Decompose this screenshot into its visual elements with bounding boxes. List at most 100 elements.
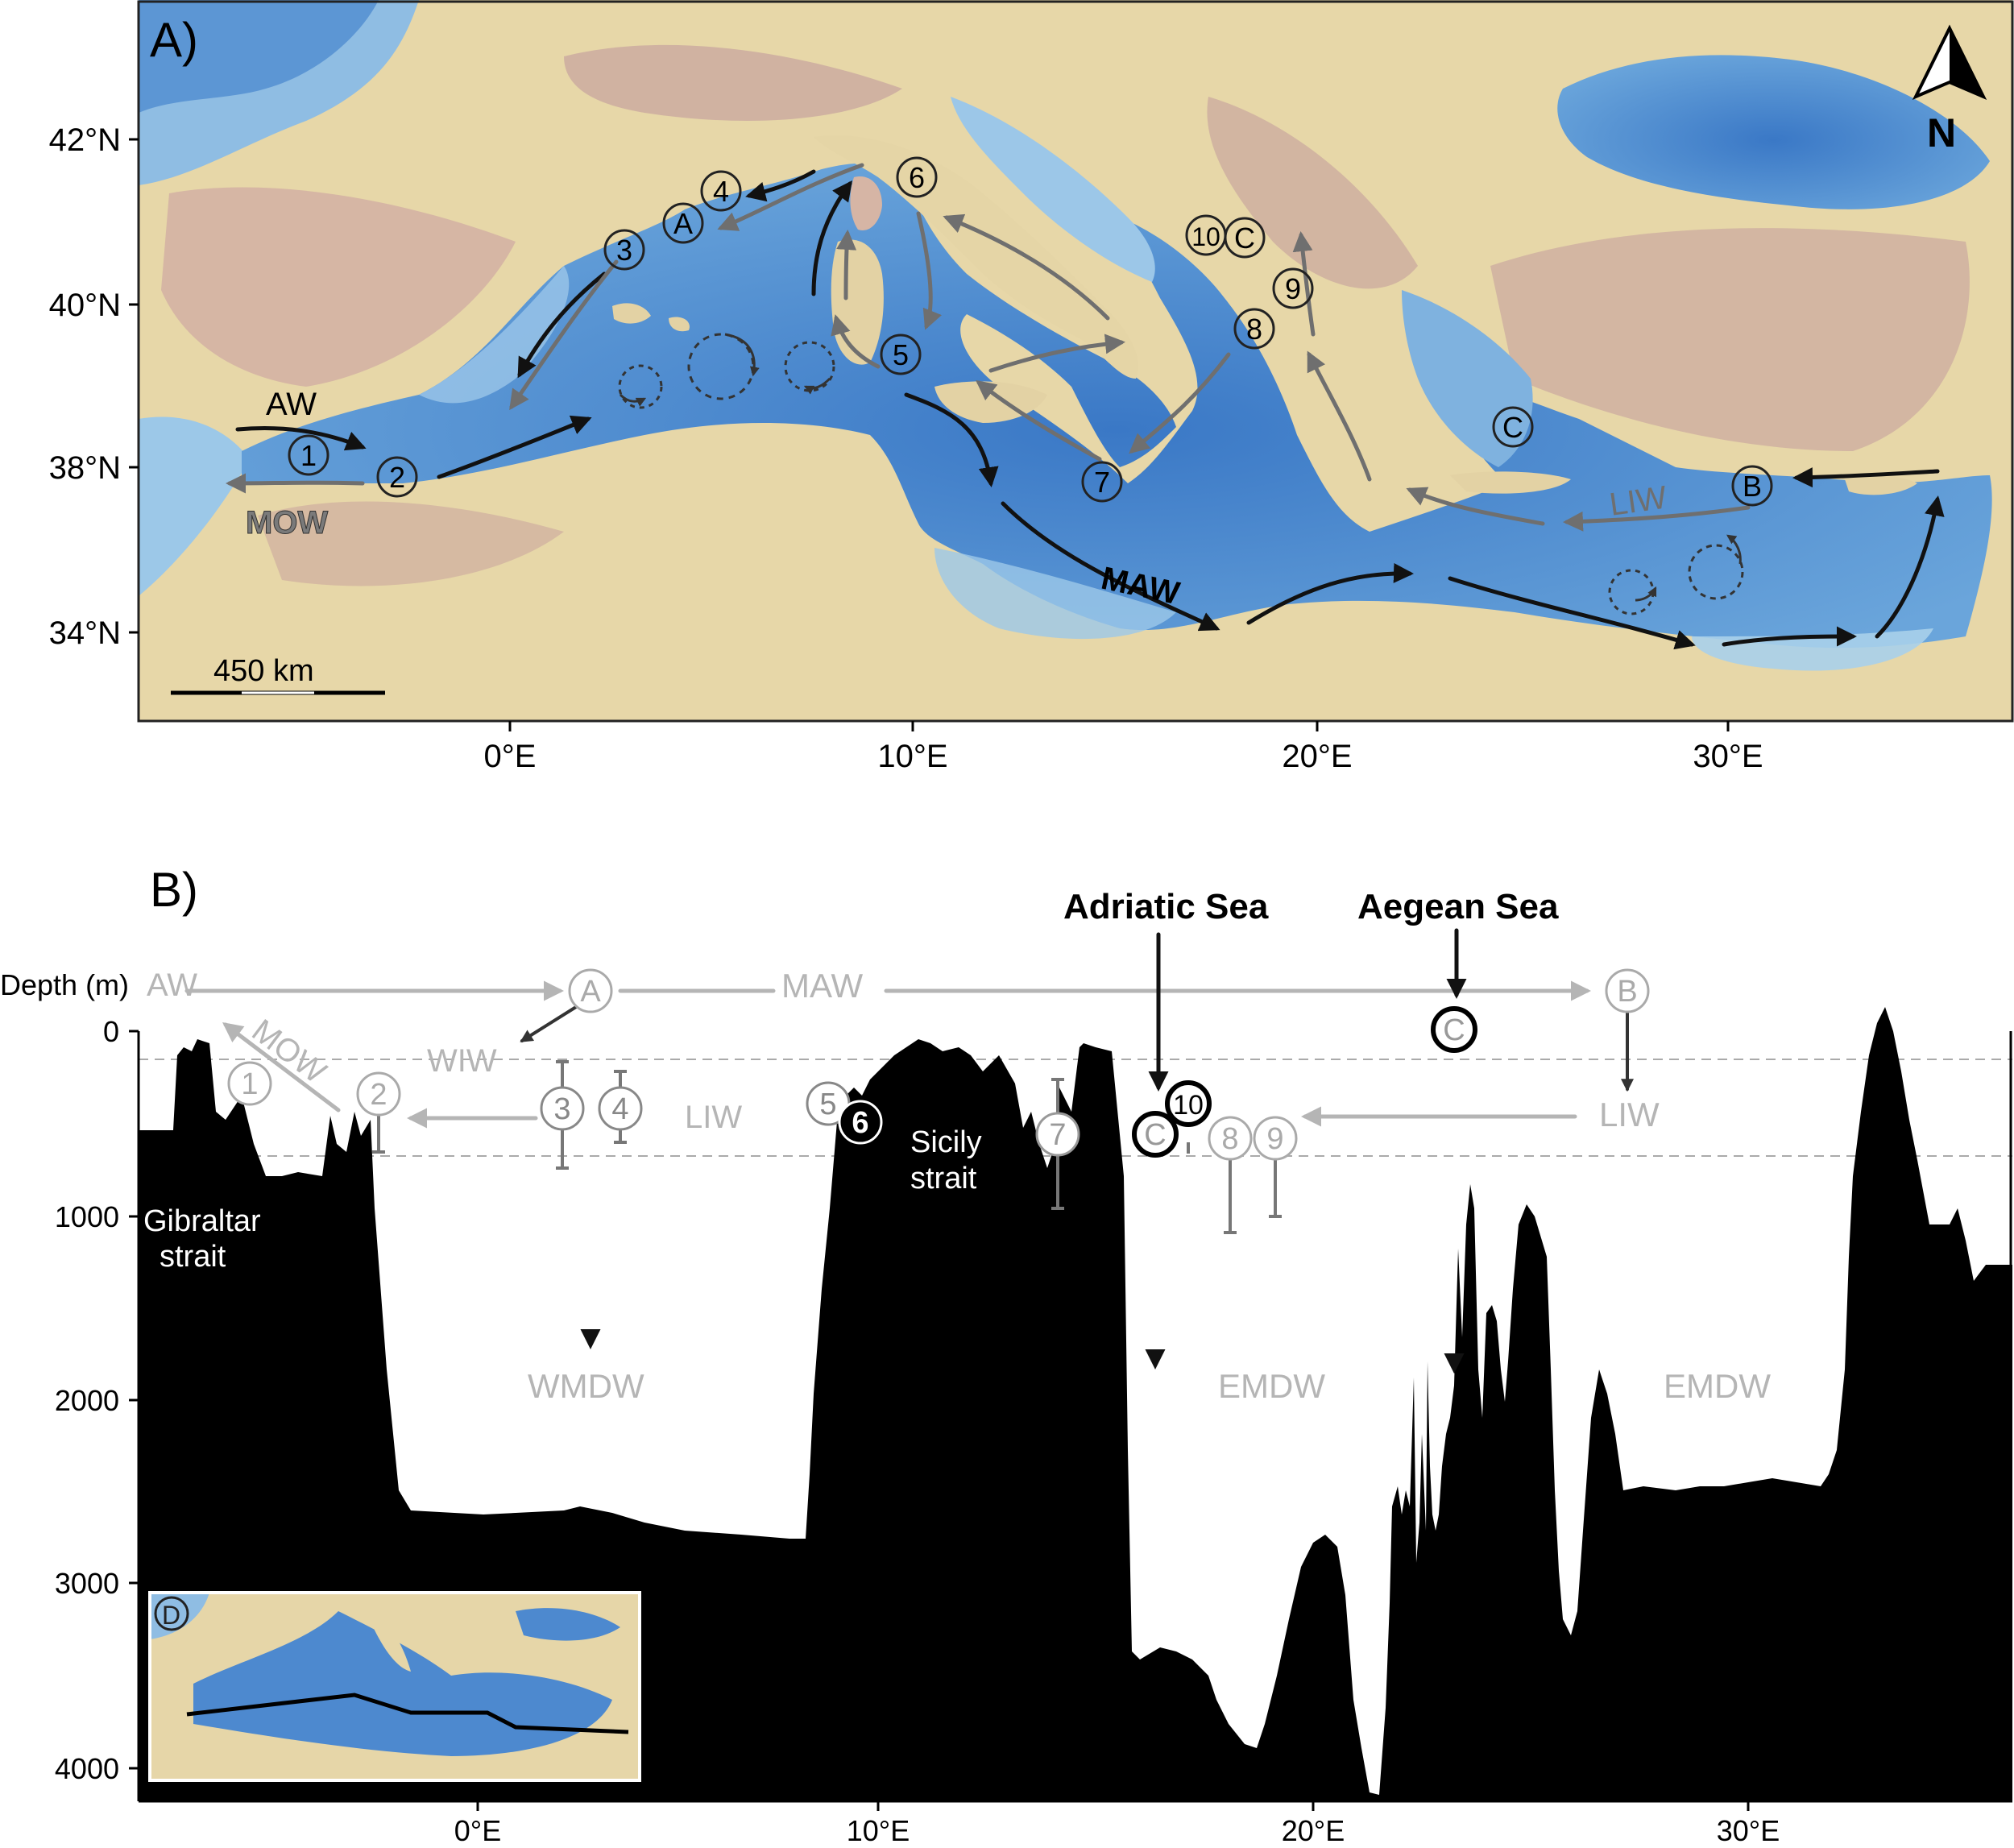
iberia-relief xyxy=(161,187,516,387)
intermediate-current-arrows xyxy=(226,163,1751,532)
section-site-label: 5 xyxy=(819,1088,836,1121)
section-sites: 1 2 3 4 56 7 8 9 10 A B C C xyxy=(227,968,1650,1161)
map-site-label: 10 xyxy=(1191,222,1220,251)
section-area-circle xyxy=(1605,968,1650,1013)
section-site-label: 10 xyxy=(1173,1090,1204,1121)
gibraltar-label-2: strait xyxy=(160,1240,226,1274)
map-sites: 1 2 3 4 5 6 7 89 10 A B C C xyxy=(288,156,1773,507)
lat-tick-label: 34°N xyxy=(49,615,121,651)
section-site-circle xyxy=(1165,1080,1212,1127)
atlantic-south xyxy=(139,416,250,596)
region-adriatic-sea: Adriatic Sea xyxy=(1063,887,1269,926)
depth-tick-label: 0 xyxy=(103,1015,119,1048)
map-area-circle xyxy=(1492,406,1534,448)
section-area-label: B xyxy=(1617,975,1637,1009)
depth-ticks: 0 1000 2000 3000 4000 xyxy=(55,1015,139,1785)
section-area-circle xyxy=(1132,1111,1179,1158)
section-site-circle xyxy=(227,1061,272,1106)
map-site-label: 7 xyxy=(1094,466,1110,499)
section-site-label: 7 xyxy=(1049,1118,1066,1152)
adriatic-sea xyxy=(951,97,1155,282)
north-arrow-icon xyxy=(1912,24,1987,100)
gibraltar-label-1: Gibraltar xyxy=(143,1204,261,1238)
gyre-icons xyxy=(618,333,1744,615)
map-frame xyxy=(137,0,2014,723)
black-sea xyxy=(1557,55,1990,209)
scale-label: 450 km xyxy=(213,654,314,688)
section-site-circle xyxy=(540,1086,585,1131)
italy xyxy=(814,135,1138,379)
balearic-islands xyxy=(612,303,690,332)
section-site-label: 8 xyxy=(1221,1122,1238,1156)
anatolia-relief xyxy=(1490,228,1970,451)
map-site-circle xyxy=(603,229,645,271)
aegean-sea xyxy=(1402,290,1533,467)
map-site-label: 9 xyxy=(1285,272,1301,305)
section-site-label: 1 xyxy=(241,1067,258,1101)
map-site-label: 4 xyxy=(713,175,729,208)
balkans-relief xyxy=(1207,97,1418,289)
section-label-emdw-2: EMDW xyxy=(1664,1367,1771,1405)
section-site-label: 4 xyxy=(611,1092,628,1126)
lat-tick-label: 40°N xyxy=(49,288,121,323)
gulf-of-sidra-shelf xyxy=(934,548,1176,640)
map-site-circle xyxy=(1081,461,1123,503)
map-site-circle xyxy=(1233,308,1275,350)
depth-tick-label: 4000 xyxy=(55,1752,119,1785)
map-area-label: A xyxy=(673,207,693,240)
lon-tick-label: 0°E xyxy=(484,739,537,774)
section-area-circle xyxy=(568,968,613,1013)
mediterranean-sea xyxy=(242,163,1992,648)
atlas-relief xyxy=(258,501,564,586)
shelf-tint xyxy=(419,266,570,404)
lon-tick-label: 30°E xyxy=(1717,1814,1780,1847)
longitude-ticks-a: 0°E 10°E 20°E 30°E xyxy=(484,721,1763,774)
inset-map xyxy=(148,1591,641,1782)
section-area-circle xyxy=(1431,1006,1477,1053)
longitude-ticks-b: 0°E 10°E 20°E 30°E xyxy=(454,1801,1780,1847)
map-site-label: 2 xyxy=(389,461,405,494)
section-site-circle xyxy=(1035,1112,1080,1157)
lon-tick-label: 30°E xyxy=(1693,739,1763,774)
section-area-label: C xyxy=(1144,1118,1166,1152)
inset-transect-line xyxy=(186,1693,629,1734)
panel-b-label: B) xyxy=(150,863,198,917)
section-label-aw: AW xyxy=(147,968,197,1003)
crete xyxy=(1450,471,1571,494)
section-label-maw: MAW xyxy=(781,967,863,1005)
map-current-liw: LIW xyxy=(1607,479,1669,523)
section-site-circle xyxy=(598,1086,643,1131)
region-aegean-sea: Aegean Sea xyxy=(1357,887,1559,926)
section-site-circle xyxy=(356,1071,401,1117)
lat-tick-label: 42°N xyxy=(49,122,121,158)
panel-a-label: A) xyxy=(150,13,198,67)
sardinia xyxy=(831,239,884,365)
inset-label: D xyxy=(162,1601,180,1630)
map-site-circle xyxy=(896,156,938,198)
section-arrows xyxy=(184,928,1634,1374)
depth-tick-label: 3000 xyxy=(55,1567,119,1600)
depth-tick-label: 1000 xyxy=(55,1200,119,1233)
map-site-label: 1 xyxy=(300,439,317,472)
map-area-label: C xyxy=(1234,222,1255,255)
latitude-ticks: 42°N 40°N 38°N 34°N xyxy=(49,122,139,651)
section-label-liw-east: LIW xyxy=(1599,1096,1660,1133)
map-area-circle xyxy=(662,202,704,244)
map-current-aw: AW xyxy=(266,387,317,422)
lat-tick-label: 38°N xyxy=(49,450,121,486)
lon-tick-label: 10°E xyxy=(847,1814,910,1847)
section-area-label: A xyxy=(580,975,601,1009)
map-area-circle xyxy=(1224,217,1266,259)
inset-label-circle xyxy=(154,1596,189,1631)
section-site-label: 3 xyxy=(553,1092,570,1126)
map-site-label: 3 xyxy=(616,234,632,267)
map-area-label: C xyxy=(1502,411,1523,444)
sicily-label-2: strait xyxy=(910,1162,977,1195)
section-label-wmdw: WMDW xyxy=(528,1367,644,1405)
map-current-mow: MOW xyxy=(246,505,328,541)
map-area-circle xyxy=(1731,465,1773,507)
map-site-label: 6 xyxy=(909,161,925,194)
bay-of-biscay xyxy=(139,0,379,113)
map-site-label: 8 xyxy=(1246,313,1262,346)
